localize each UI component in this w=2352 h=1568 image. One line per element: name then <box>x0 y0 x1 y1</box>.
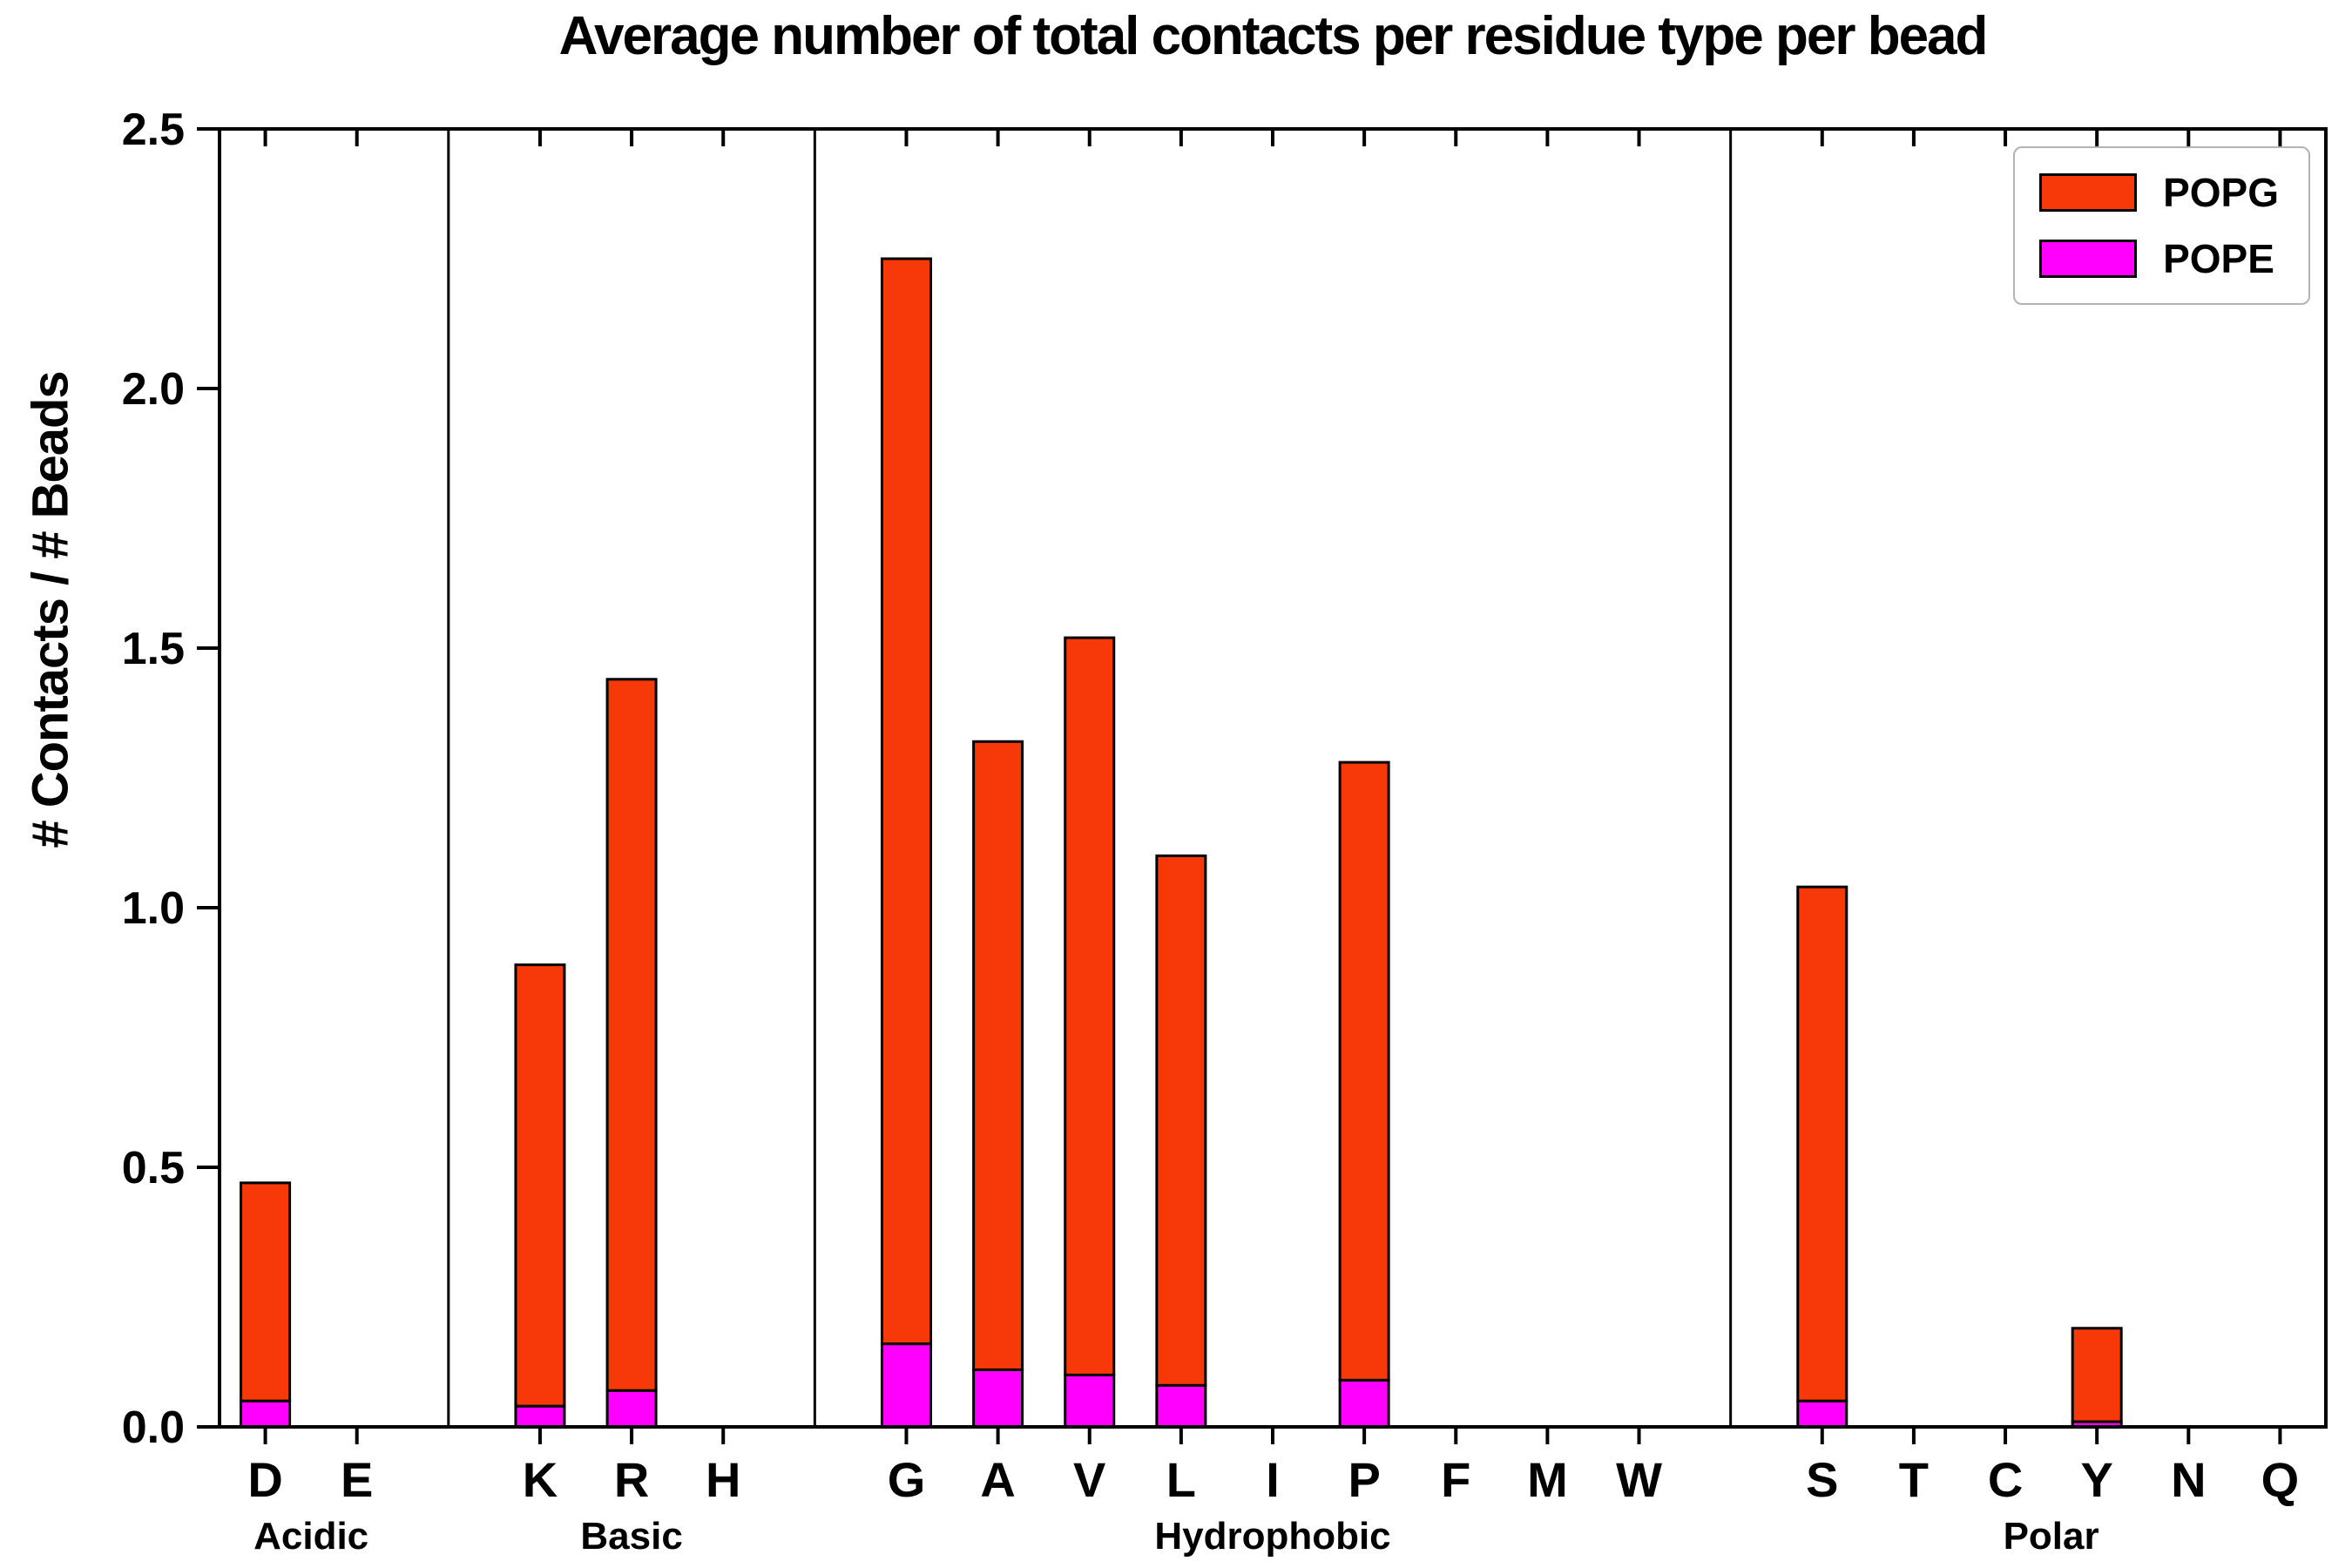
x-tick-label: H <box>706 1452 740 1507</box>
bar-popg-P <box>1338 760 1390 1382</box>
bar-pope-D <box>240 1399 292 1429</box>
x-tick-label: Q <box>2261 1452 2300 1507</box>
bar-pope-R <box>605 1389 658 1429</box>
y-tick-label: 1.0 <box>122 883 185 934</box>
y-tick-label: 0.5 <box>122 1143 185 1193</box>
legend: POPG POPE <box>2013 146 2310 305</box>
y-tick-label: 1.5 <box>122 624 185 674</box>
bar-popg-G <box>880 257 932 1346</box>
bar-pope-K <box>514 1404 566 1429</box>
x-tick-label: D <box>247 1452 282 1507</box>
bar-pope-G <box>880 1342 932 1429</box>
x-tick-label: V <box>1073 1452 1105 1507</box>
bar-popg-D <box>240 1181 292 1402</box>
bar-pope-V <box>1064 1373 1116 1429</box>
bar-popg-A <box>972 740 1024 1371</box>
legend-label-popg: POPG <box>2163 170 2279 215</box>
bar-popg-V <box>1064 636 1116 1376</box>
bar-pope-A <box>972 1368 1024 1429</box>
x-tick-label: C <box>1988 1452 2023 1507</box>
legend-entry-pope: POPE <box>2039 235 2279 282</box>
group-label: Acidic <box>253 1515 368 1558</box>
legend-label-pope: POPE <box>2163 236 2274 281</box>
bar-pope-L <box>1155 1383 1207 1429</box>
group-label: Basic <box>580 1515 682 1558</box>
axes-frame <box>218 127 2328 1429</box>
bar-popg-S <box>1796 885 1848 1402</box>
x-tick-label: E <box>341 1452 373 1507</box>
x-tick-label: W <box>1616 1452 1662 1507</box>
x-tick-label: A <box>980 1452 1015 1507</box>
bar-pope-P <box>1338 1378 1390 1429</box>
x-tick-label: L <box>1166 1452 1196 1507</box>
x-tick-label: F <box>1441 1452 1470 1507</box>
group-label: Polar <box>2004 1515 2099 1558</box>
bar-popg-R <box>605 678 658 1392</box>
x-tick-label: G <box>888 1452 926 1507</box>
bar-popg-K <box>514 963 566 1408</box>
x-tick-label: Y <box>2080 1452 2112 1507</box>
x-tick-label: K <box>523 1452 558 1507</box>
chart-title: Average number of total contacts per res… <box>558 6 1989 66</box>
legend-swatch-pope <box>2039 240 2138 278</box>
x-tick-label: I <box>1266 1452 1280 1507</box>
group-label: Hydrophobic <box>1154 1515 1390 1558</box>
bar-pope-S <box>1796 1399 1848 1429</box>
legend-entry-popg: POPG <box>2039 169 2279 216</box>
x-tick-label: P <box>1348 1452 1380 1507</box>
y-tick-label: 0.0 <box>122 1402 185 1453</box>
x-tick-label: N <box>2171 1452 2206 1507</box>
y-tick-label: 2.0 <box>122 364 185 415</box>
bar-popg-L <box>1155 854 1207 1387</box>
bar-popg-Y <box>2071 1327 2123 1423</box>
x-tick-label: S <box>1806 1452 1838 1507</box>
y-tick-label: 2.5 <box>122 105 185 155</box>
legend-swatch-popg <box>2039 173 2138 212</box>
x-tick-label: M <box>1527 1452 1568 1507</box>
x-tick-label: T <box>1899 1452 1929 1507</box>
x-tick-label: R <box>614 1452 649 1507</box>
